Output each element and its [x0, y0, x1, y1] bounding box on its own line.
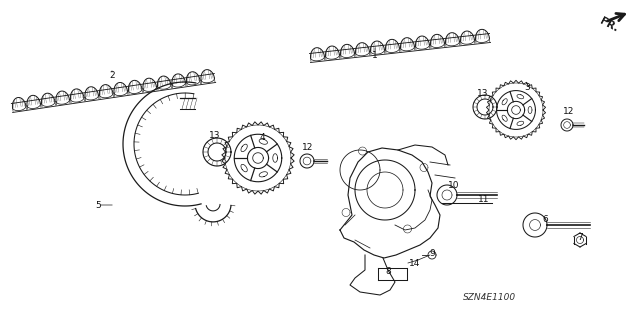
Text: 12: 12	[563, 108, 575, 116]
Text: 13: 13	[209, 130, 221, 139]
Text: 13: 13	[477, 88, 489, 98]
Text: 1: 1	[372, 50, 378, 60]
Text: 4: 4	[259, 133, 265, 143]
Text: SZN4E1100: SZN4E1100	[463, 293, 516, 302]
Text: 2: 2	[109, 70, 115, 79]
Text: 5: 5	[95, 201, 101, 210]
Text: 12: 12	[302, 144, 314, 152]
Text: 11: 11	[478, 196, 490, 204]
Text: 8: 8	[385, 268, 391, 277]
Text: 6: 6	[542, 216, 548, 225]
Text: 3: 3	[524, 84, 530, 93]
Text: 14: 14	[410, 258, 420, 268]
Text: 7: 7	[577, 234, 583, 242]
Text: 9: 9	[429, 249, 435, 257]
Text: FR.: FR.	[598, 16, 620, 34]
Text: 10: 10	[448, 181, 460, 189]
